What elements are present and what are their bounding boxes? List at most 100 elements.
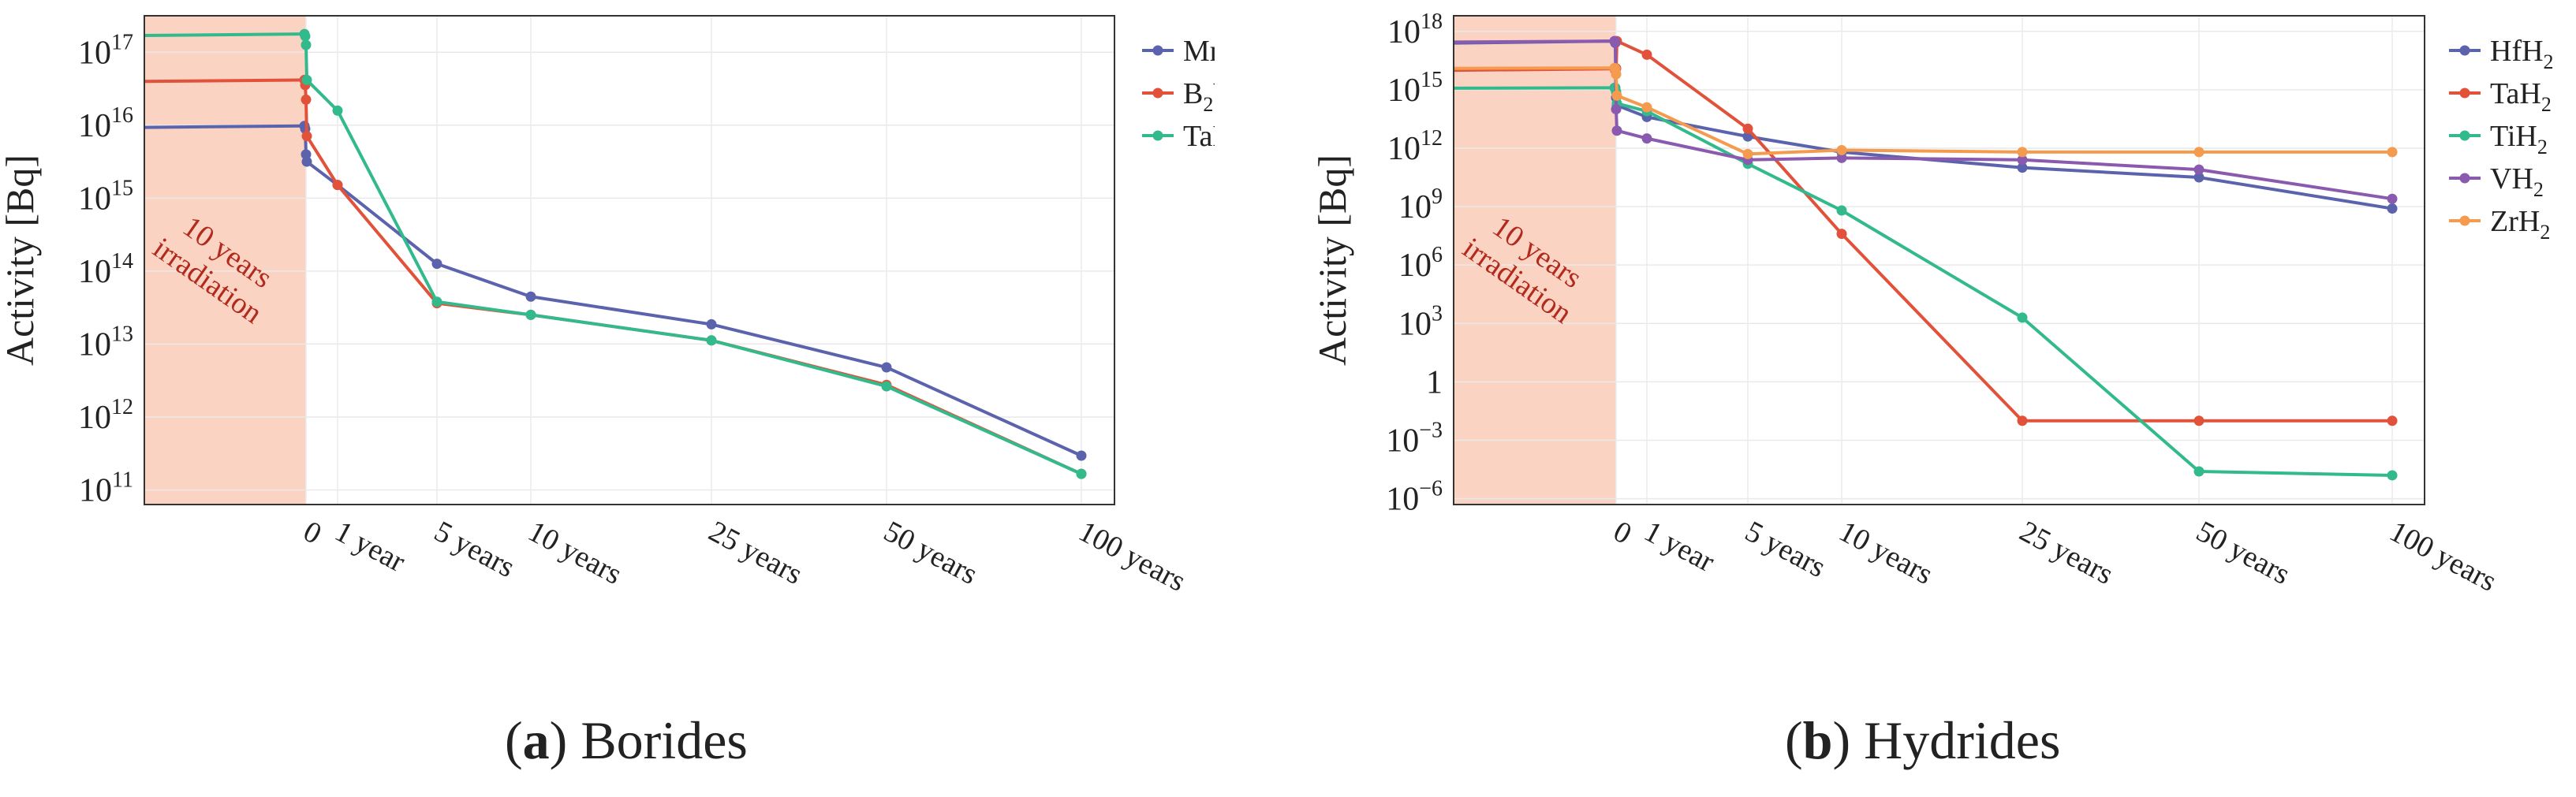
caption-borides: (a) Borides xyxy=(505,710,748,770)
data-point-TaB2 xyxy=(881,381,892,392)
data-point-TaB2 xyxy=(431,296,442,307)
legend-label-VH2: VH2 xyxy=(2490,162,2544,201)
data-point-MnB4 xyxy=(431,259,442,270)
data-point-B2W xyxy=(301,94,312,105)
data-point-TaH2 xyxy=(2387,415,2398,426)
data-point-TaB2 xyxy=(300,31,311,42)
legend-marker-MnB4 xyxy=(1152,45,1163,56)
data-point-TaB2 xyxy=(301,39,312,50)
irradiation-band xyxy=(1454,16,1616,505)
data-point-ZrH2 xyxy=(1836,144,1847,155)
caption-hydrides: (b) Hydrides xyxy=(1785,710,2061,770)
data-point-VH2 xyxy=(2193,164,2205,175)
data-point-B2W xyxy=(301,131,312,142)
caption-text: Borides xyxy=(581,710,748,770)
data-point-TiH2 xyxy=(2193,466,2205,477)
y-tick-label: 1015 xyxy=(78,176,133,217)
x-tick-label: 5 years xyxy=(1740,515,1831,584)
data-point-MnB4 xyxy=(1076,450,1087,461)
data-point-VH2 xyxy=(1611,104,1622,115)
y-tick-label: 1014 xyxy=(78,249,133,290)
x-tick-label: 50 years xyxy=(879,515,983,591)
y-tick-label: 1012 xyxy=(1387,126,1443,167)
data-point-ZrH2 xyxy=(1742,148,1753,159)
data-point-ZrH2 xyxy=(1641,102,1652,113)
chart-hydrides: 1018 1015 1012 109 106 103 1 10−3 10−6 0 1 year 5 y… xyxy=(1310,9,2554,598)
caption-letter: a xyxy=(522,710,550,770)
data-point-B2W xyxy=(332,180,343,191)
y-tick-label: 10−3 xyxy=(1386,418,1443,459)
data-point-MnB4 xyxy=(525,291,536,302)
data-point-VH2 xyxy=(2387,193,2398,204)
data-point-VH2 xyxy=(1641,133,1652,144)
data-point-MnB4 xyxy=(706,318,717,330)
legend-marker-TiH2 xyxy=(2459,130,2470,141)
x-tick-label: 100 years xyxy=(1073,515,1191,598)
data-point-ZrH2 xyxy=(2017,147,2028,158)
legend-marker-HfH2 xyxy=(2459,45,2470,56)
y-tick-label: 1012 xyxy=(78,395,133,436)
data-point-TaB2 xyxy=(525,309,536,320)
irradiation-band xyxy=(144,16,306,505)
x-tick-label: 50 years xyxy=(2191,515,2295,591)
data-point-TiH2 xyxy=(2387,470,2398,481)
y-tick-label: 103 xyxy=(1398,301,1443,342)
legend-marker-VH2 xyxy=(2459,173,2470,184)
y-tick-label: 1018 xyxy=(1387,9,1443,50)
x-tick-label: 100 years xyxy=(2384,515,2502,598)
data-point-HfH2 xyxy=(2387,203,2398,214)
data-point-HfH2 xyxy=(2017,162,2028,173)
y-tick-label: 1017 xyxy=(78,30,133,71)
legend-label-TaH2: TaH2 xyxy=(2490,77,2552,116)
data-point-TaB2 xyxy=(332,105,343,116)
x-tick-label: 0 xyxy=(298,515,327,551)
y-axis-label: Activity [Bq] xyxy=(0,155,42,366)
legend-label-TiH2: TiH2 xyxy=(2490,120,2548,158)
data-point-ZrH2 xyxy=(1611,69,1622,80)
x-tick-label: 0 xyxy=(1608,515,1637,551)
y-tick-label: 1 xyxy=(1426,364,1443,400)
data-point-VH2 xyxy=(2017,155,2028,166)
legend-marker-TaH2 xyxy=(2459,88,2470,99)
data-point-MnB4 xyxy=(301,156,312,167)
data-point-VH2 xyxy=(1611,125,1622,136)
data-point-TaH2 xyxy=(2017,415,2028,426)
data-point-ZrH2 xyxy=(2193,147,2205,158)
y-tick-label: 1013 xyxy=(78,322,133,363)
data-point-ZrH2 xyxy=(2387,147,2398,158)
data-point-VH2 xyxy=(1610,36,1621,47)
y-tick-label: 1015 xyxy=(1387,68,1443,109)
data-point-MnB4 xyxy=(881,362,892,373)
data-point-TaH2 xyxy=(1641,49,1652,60)
caption-letter: b xyxy=(1802,710,1833,770)
legend-marker-TaB2 xyxy=(1152,130,1163,141)
y-tick-label: 10−6 xyxy=(1386,477,1443,518)
x-tick-label: 1 year xyxy=(330,515,411,579)
data-point-TaH2 xyxy=(1742,123,1753,134)
data-point-TaH2 xyxy=(1836,229,1847,240)
y-tick-label: 106 xyxy=(1398,243,1443,284)
data-point-VH2 xyxy=(1836,152,1847,163)
data-point-TaB2 xyxy=(301,74,312,85)
x-tick-label: 10 years xyxy=(523,515,627,591)
y-tick-label: 1016 xyxy=(78,103,133,144)
legend-label-TaB2: TaB2 xyxy=(1183,120,1215,158)
y-tick-label: 109 xyxy=(1398,184,1443,225)
y-axis-label: Activity [Bq] xyxy=(1310,155,1354,366)
x-tick-label: 25 years xyxy=(704,515,808,591)
data-point-TaH2 xyxy=(2193,415,2205,426)
x-tick-label: 10 years xyxy=(1834,515,1938,591)
plot-frame xyxy=(144,15,1115,505)
data-point-ZrH2 xyxy=(1611,90,1622,101)
data-point-TaB2 xyxy=(706,335,717,346)
data-point-TiH2 xyxy=(1836,205,1847,216)
data-point-HfH2 xyxy=(2193,172,2205,183)
data-point-TaB2 xyxy=(1076,468,1087,479)
data-point-TiH2 xyxy=(2017,312,2028,323)
x-tick-label: 1 year xyxy=(1639,515,1720,579)
chart-borides: 1011 1012 1013 1014 1015 1016 1017 0 1 year 5 yea… xyxy=(0,15,1215,598)
legend-label-HfH2: HfH2 xyxy=(2490,35,2554,73)
y-tick-label: 1011 xyxy=(79,467,133,508)
legend-marker-ZrH2 xyxy=(2459,215,2470,226)
